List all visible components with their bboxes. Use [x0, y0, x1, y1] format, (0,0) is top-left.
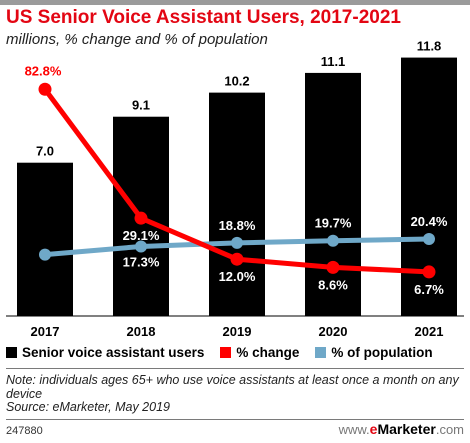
divider-bottom: [6, 419, 464, 420]
point-change-2017: [38, 82, 52, 96]
legend-swatch-users: [6, 347, 17, 358]
point-population-2017: [39, 248, 51, 261]
emarketer-logo[interactable]: www.eMarketer.com: [338, 421, 464, 437]
point-population-2019: [231, 236, 243, 249]
bar-label-2021: 11.8: [417, 39, 442, 54]
x-tick-label-2021: 2021: [415, 324, 444, 339]
bar-label-2017: 7.0: [36, 144, 54, 159]
label-population-2020: 19.7%: [315, 216, 352, 231]
legend-label-population: % of population: [331, 345, 433, 360]
point-change-2019: [230, 252, 244, 266]
divider-top: [6, 368, 464, 369]
bar-label-2020: 11.1: [321, 54, 346, 69]
bar-label-2019: 10.2: [224, 74, 249, 89]
label-population-2021: 20.4%: [411, 214, 448, 229]
x-tick-label-2020: 2020: [319, 324, 348, 339]
legend-item-population: % of population: [315, 345, 433, 360]
legend-item-change: % change: [220, 345, 299, 360]
chart-title: US Senior Voice Assistant Users, 2017-20…: [6, 7, 401, 28]
x-tick-label-2019: 2019: [223, 324, 252, 339]
x-tick-label-2018: 2018: [127, 324, 156, 339]
label-change-2020: 8.6%: [318, 277, 348, 292]
point-change-2021: [422, 265, 436, 279]
legend-item-users: Senior voice assistant users: [6, 345, 204, 360]
chart: 7.0 9.1 10.2 11.1 11.8 2017 2018 2019 2020 2021 13…: [6, 39, 464, 339]
legend-label-users: Senior voice assistant users: [22, 345, 205, 360]
point-change-2020: [326, 260, 340, 274]
label-change-2019: 12.0%: [219, 269, 256, 284]
label-population-2018: 17.3%: [123, 254, 160, 269]
bar-2020: [305, 72, 361, 316]
note-text: Note: individuals ages 65+ who use voice…: [6, 373, 459, 401]
legend-label-change: % change: [236, 345, 300, 360]
chart-subtitle: millions, % change and % of population: [6, 31, 268, 48]
label-change-2017: 82.8%: [25, 63, 62, 78]
bar-label-2018: 9.1: [132, 98, 150, 113]
point-population-2018: [135, 240, 147, 253]
source-text: Source: eMarketer, May 2019: [6, 400, 170, 414]
footnote: Note: individuals ages 65+ who use voice…: [6, 373, 466, 415]
label-population-2017: 13.9%: [27, 265, 64, 280]
top-bar: [0, 0, 470, 5]
chart-id: 247880: [6, 425, 43, 437]
legend-swatch-population: [315, 347, 327, 358]
legend-swatch-change: [220, 347, 232, 358]
point-population-2020: [327, 234, 339, 247]
bar-2017: [17, 162, 73, 316]
label-change-2021: 6.7%: [414, 282, 444, 297]
label-change-2018: 29.1%: [123, 228, 160, 243]
label-population-2019: 18.8%: [219, 218, 256, 233]
point-change-2018: [134, 211, 148, 225]
legend: Senior voice assistant users % change % …: [6, 345, 468, 360]
bar-2019: [209, 92, 265, 317]
point-population-2021: [423, 233, 435, 246]
x-tick-label-2017: 2017: [31, 324, 60, 339]
